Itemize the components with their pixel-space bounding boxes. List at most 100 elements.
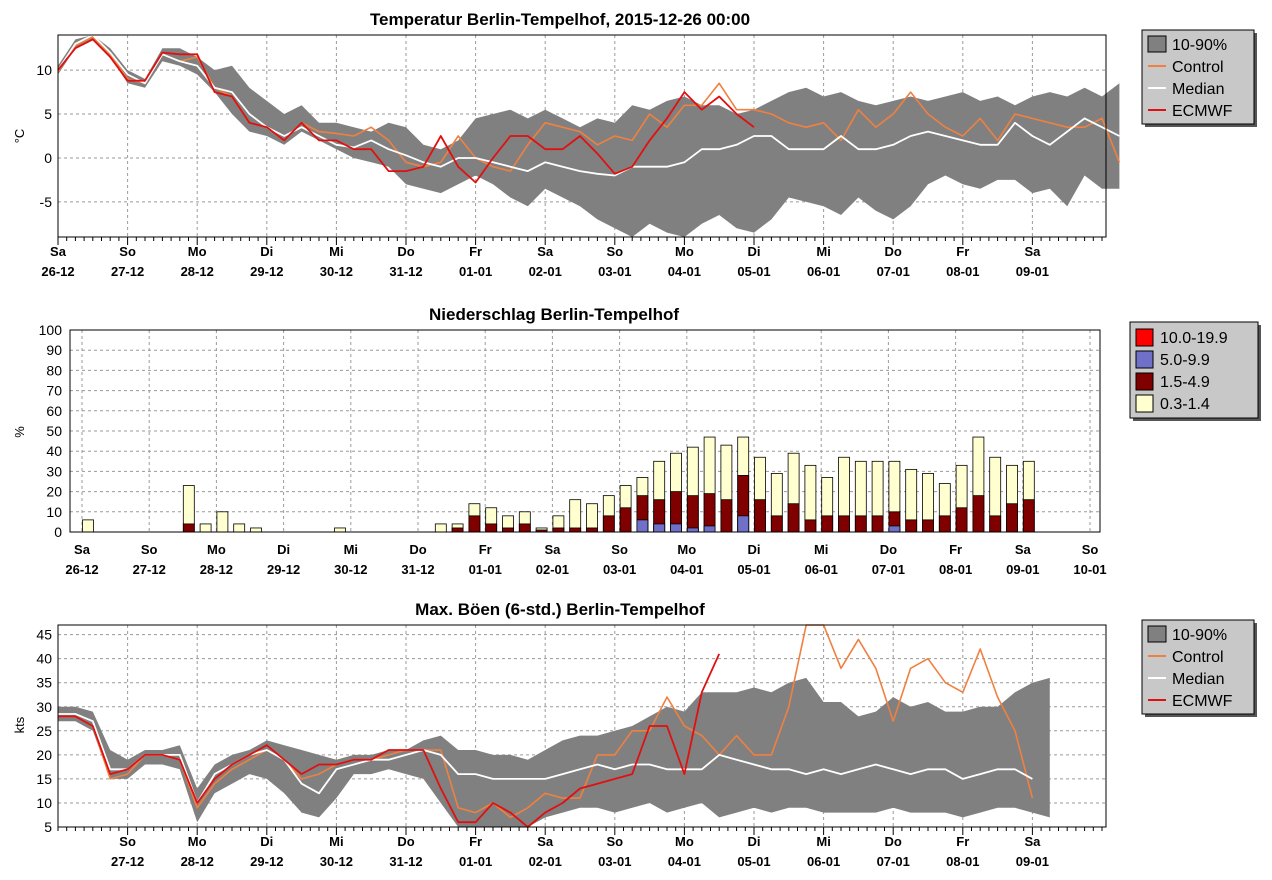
series-line-median bbox=[57, 34, 1120, 177]
legend-label: 10-90% bbox=[1172, 627, 1227, 644]
legend-label: Median bbox=[1172, 81, 1224, 98]
temperature-plot-frame bbox=[57, 34, 1107, 238]
y-tick-label: 10 bbox=[46, 504, 62, 520]
x-day-label: Do bbox=[397, 244, 414, 259]
precip-bar-1-5-4-9 bbox=[602, 515, 615, 533]
x-day-label: Di bbox=[260, 834, 273, 849]
x-date-label: 29-12 bbox=[267, 562, 300, 577]
precip-bar-0-3-1-4 bbox=[82, 519, 94, 533]
precip-bar-5-9-9 bbox=[737, 515, 750, 533]
y-tick-label: 0 bbox=[44, 150, 52, 166]
precip-bar-0-3-1-4 bbox=[233, 523, 246, 533]
precip-bar-1-5-4-9 bbox=[972, 495, 985, 533]
x-date-label: 09-01 bbox=[1016, 264, 1049, 279]
y-tick-label: 50 bbox=[46, 423, 62, 439]
precip-bar-1-5-4-9 bbox=[619, 507, 632, 533]
x-date-label: 02-01 bbox=[536, 562, 569, 577]
x-date-label: 28-12 bbox=[181, 264, 214, 279]
y-tick-label: 15 bbox=[36, 771, 52, 787]
x-day-label: Mi bbox=[816, 834, 830, 849]
x-day-label: Sa bbox=[1024, 834, 1041, 849]
y-tick-label: 90 bbox=[46, 342, 62, 358]
precip-bar-1-5-4-9 bbox=[569, 527, 582, 533]
y-tick-label: 100 bbox=[39, 322, 63, 338]
x-date-label: 02-01 bbox=[529, 264, 562, 279]
legend-label: 1.5-4.9 bbox=[1160, 374, 1210, 391]
x-day-label: Di bbox=[277, 542, 290, 557]
y-tick-label: 25 bbox=[36, 723, 52, 739]
x-date-label: 08-01 bbox=[946, 264, 979, 279]
precip-bar-0-3-1-4 bbox=[434, 523, 447, 533]
x-day-label: So bbox=[119, 834, 136, 849]
x-day-label: Sa bbox=[537, 244, 554, 259]
x-date-label: 01-01 bbox=[459, 264, 492, 279]
precip-bar-1-5-4-9 bbox=[502, 527, 514, 533]
precip-bar-1-5-4-9 bbox=[485, 523, 498, 533]
x-day-label: Sa bbox=[74, 542, 91, 557]
y-tick-label: 30 bbox=[46, 463, 62, 479]
x-day-label: Di bbox=[748, 244, 761, 259]
precipitation-plot-frame bbox=[69, 329, 1101, 533]
y-tick-label: 10 bbox=[36, 62, 52, 78]
legend-swatch bbox=[1135, 328, 1154, 347]
x-date-label: 27-12 bbox=[111, 264, 144, 279]
x-date-label: 31-12 bbox=[401, 562, 434, 577]
x-date-label: 03-01 bbox=[598, 854, 631, 869]
x-day-label: Mo bbox=[675, 244, 694, 259]
x-day-label: Mo bbox=[188, 244, 207, 259]
precip-bar-0-3-1-4 bbox=[216, 511, 229, 533]
x-day-label: Fr bbox=[956, 834, 969, 849]
legend-label: Control bbox=[1172, 649, 1224, 666]
x-day-label: Do bbox=[885, 834, 902, 849]
y-tick-label: 30 bbox=[36, 699, 52, 715]
x-day-label: Fr bbox=[469, 244, 482, 259]
precip-bar-5-9-9 bbox=[670, 523, 682, 533]
x-day-label: Mo bbox=[188, 834, 207, 849]
x-day-label: Fr bbox=[949, 542, 962, 557]
x-day-label: So bbox=[606, 244, 623, 259]
gusts-chart: Max. Böen (6-std.) Berlin-Tempelhof kts … bbox=[12, 600, 1257, 869]
gusts-legend: 10-90% Control Median ECMWF bbox=[1141, 619, 1257, 717]
precip-bar-1-5-4-9 bbox=[905, 519, 918, 533]
x-day-label: Fr bbox=[479, 542, 492, 557]
y-tick-label: 20 bbox=[46, 484, 62, 500]
precip-bar-1-5-4-9 bbox=[552, 527, 565, 533]
x-date-label: 01-01 bbox=[469, 562, 502, 577]
precip-bar-1-5-4-9 bbox=[586, 527, 598, 533]
legend-label: 10.0-19.9 bbox=[1160, 330, 1228, 347]
precip-bar-0-3-1-4 bbox=[334, 527, 346, 533]
y-tick-label: 10 bbox=[36, 795, 52, 811]
precipitation-legend: 10.0-19.9 5.0-9.9 1.5-4.9 0.3-1.4 bbox=[1129, 321, 1261, 421]
x-minor-ticks bbox=[57, 827, 1103, 835]
x-date-label: 30-12 bbox=[320, 264, 353, 279]
x-day-label: So bbox=[119, 244, 136, 259]
x-date-label: 30-12 bbox=[334, 562, 367, 577]
x-day-label: Mi bbox=[329, 244, 343, 259]
x-date-label: 09-01 bbox=[1016, 854, 1049, 869]
y-tick-label: 60 bbox=[46, 403, 62, 419]
x-date-label: 26-12 bbox=[41, 264, 74, 279]
x-day-label: Sa bbox=[1024, 244, 1041, 259]
y-tick-label: 40 bbox=[46, 443, 62, 459]
x-date-label: 02-01 bbox=[529, 854, 562, 869]
x-day-label: Di bbox=[260, 244, 273, 259]
x-date-label: 06-01 bbox=[805, 562, 838, 577]
x-day-label: Sa bbox=[544, 542, 561, 557]
x-date-label: 30-12 bbox=[320, 854, 353, 869]
x-day-label: Fr bbox=[956, 244, 969, 259]
x-date-label: 31-12 bbox=[389, 854, 422, 869]
x-date-label: 29-12 bbox=[250, 854, 283, 869]
x-date-label: 01-01 bbox=[459, 854, 492, 869]
gusts-band-10-90 bbox=[58, 677, 1050, 827]
x-day-label: Do bbox=[397, 834, 414, 849]
precip-bar-1-5-4-9 bbox=[989, 515, 1002, 533]
precip-bar-1-5-4-9 bbox=[770, 515, 783, 533]
x-day-label: Sa bbox=[1015, 542, 1032, 557]
precip-bar-1-5-4-9 bbox=[955, 507, 968, 533]
precip-bar-1-5-4-9 bbox=[754, 499, 766, 533]
temperature-y-axis-label: °C bbox=[12, 129, 27, 144]
x-day-label: Mo bbox=[207, 542, 226, 557]
x-day-label: Di bbox=[748, 834, 761, 849]
x-date-label: 09-01 bbox=[1006, 562, 1039, 577]
